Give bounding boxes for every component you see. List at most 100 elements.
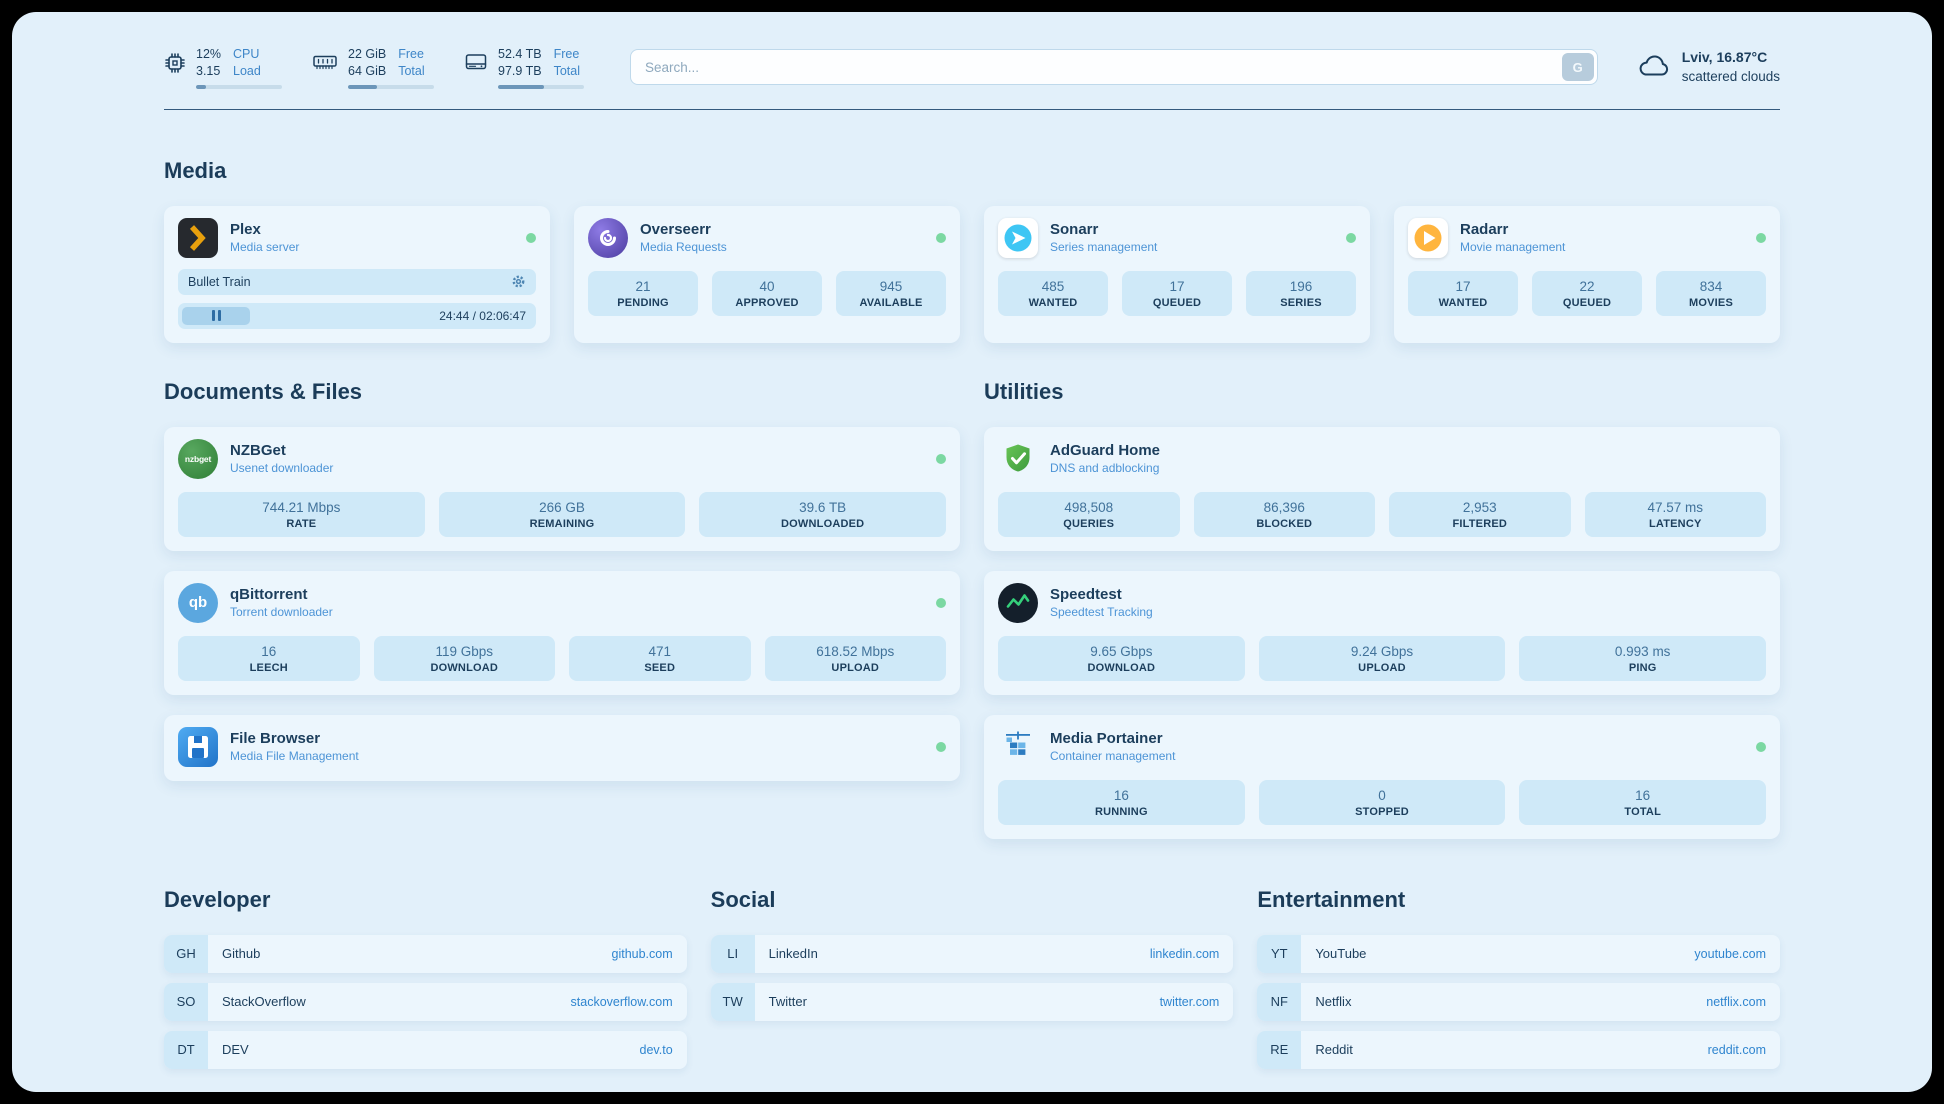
disk-free-value: 52.4 TB (498, 47, 542, 61)
stat-label: SEED (644, 661, 676, 674)
bookmark-dev[interactable]: DT DEV dev.to (164, 1030, 687, 1069)
stat-label: MOVIES (1689, 296, 1733, 309)
stat-label: PENDING (617, 296, 669, 309)
stat-box: 9.65 Gbps DOWNLOAD (998, 635, 1245, 681)
stat-value: 16 (1113, 787, 1129, 803)
service-card-adguard[interactable]: AdGuard Home DNS and adblocking 498,508 … (984, 426, 1780, 551)
stat-value: 485 (1041, 278, 1065, 294)
service-subtitle: Series management (1050, 240, 1158, 255)
weather-location: Lviv, 16.87°C (1681, 49, 1768, 66)
bookmark-url[interactable]: reddit.com (1707, 1042, 1766, 1057)
bookmark-url[interactable]: netflix.com (1706, 994, 1766, 1009)
playback-time: 24:44 / 02:06:47 (439, 308, 526, 323)
stat-value: 16 (261, 643, 277, 659)
section-media: Media Plex Media server (164, 158, 1780, 343)
system-metrics: 12% 3.15 CPU Load (164, 46, 584, 89)
status-online-dot (1756, 232, 1766, 243)
plex-playback-progress[interactable]: 24:44 / 02:06:47 (178, 302, 536, 329)
portainer-icon (998, 727, 1038, 767)
stat-value: 47.57 ms (1647, 499, 1704, 515)
service-card-radarr[interactable]: Radarr Movie management 17 WANTED 22 QUE… (1394, 205, 1780, 343)
service-card-plex[interactable]: Plex Media server Bullet Train (164, 205, 550, 343)
stat-box: 119 Gbps DOWNLOAD (373, 635, 555, 681)
nzbget-icon: nzbget (178, 438, 218, 479)
service-card-speedtest[interactable]: Speedtest Speedtest Tracking 9.65 Gbps D… (984, 570, 1780, 695)
stat-box: 0.993 ms PING (1519, 635, 1767, 681)
stat-value: 17 (1455, 278, 1471, 294)
pause-icon[interactable] (182, 306, 251, 325)
status-online-dot (936, 453, 946, 464)
stat-value: 2,953 (1462, 499, 1497, 515)
bookmark-url[interactable]: github.com (611, 946, 673, 961)
bookmark-abbr: TW (710, 982, 755, 1021)
service-name: AdGuard Home (1050, 442, 1161, 460)
bookmark-url[interactable]: youtube.com (1694, 946, 1766, 961)
plex-now-playing-row: Bullet Train (178, 268, 536, 295)
service-card-overseerr[interactable]: Overseerr Media Requests 21 PENDING 40 A… (574, 205, 960, 343)
service-card-sonarr[interactable]: Sonarr Series management 485 WANTED 17 Q… (984, 205, 1370, 343)
stat-label: LEECH (249, 661, 288, 674)
cpu-usage-value: 12% (196, 47, 222, 61)
stat-value: 22 (1579, 278, 1595, 294)
bookmark-youtube[interactable]: YT YouTube youtube.com (1257, 934, 1780, 973)
service-card-qbittorrent[interactable]: qb qBittorrent Torrent downloader 16 LEE… (164, 570, 960, 695)
stat-label: RATE (286, 517, 317, 530)
gear-icon[interactable] (511, 274, 526, 289)
section-title-social: Social (710, 886, 776, 912)
stat-label: PING (1628, 661, 1657, 674)
stat-box: 945 AVAILABLE (836, 270, 946, 316)
bookmark-twitter[interactable]: TW Twitter twitter.com (710, 982, 1234, 1021)
section-title-media: Media (164, 157, 227, 183)
bookmark-url[interactable]: linkedin.com (1149, 946, 1220, 961)
stat-box: 17 WANTED (1408, 270, 1518, 316)
stat-value: 618.52 Mbps (816, 643, 895, 659)
service-card-nzbget[interactable]: nzbget NZBGet Usenet downloader 744.21 M… (164, 426, 960, 551)
service-subtitle: Media File Management (230, 749, 359, 764)
stat-label: AVAILABLE (859, 296, 923, 309)
stat-label: UPLOAD (831, 661, 880, 674)
radarr-icon (1408, 217, 1448, 258)
stat-box: 744.21 Mbps RATE (178, 491, 425, 537)
stat-box: 0 STOPPED (1258, 779, 1506, 825)
stat-value: 40 (759, 278, 775, 294)
stat-box: 86,396 BLOCKED (1193, 491, 1375, 537)
bookmark-stackoverflow[interactable]: SO StackOverflow stackoverflow.com (164, 982, 687, 1021)
bookmark-github[interactable]: GH Github github.com (164, 934, 687, 973)
service-name: File Browser (230, 730, 321, 748)
stat-box: 22 QUEUED (1532, 270, 1642, 316)
bookmark-url[interactable]: dev.to (639, 1042, 673, 1057)
stat-value: 16 (1635, 787, 1651, 803)
service-card-filebrowser[interactable]: File Browser Media File Management (164, 714, 960, 781)
bookmark-abbr: DT (164, 1030, 208, 1069)
stat-box: 266 GB REMAINING (438, 491, 686, 537)
stat-value: 266 GB (539, 499, 585, 515)
stat-value: 471 (648, 643, 672, 659)
stat-label: DOWNLOADED (781, 517, 865, 530)
search-engine-button[interactable]: G (1561, 53, 1594, 82)
service-subtitle: Torrent downloader (230, 605, 333, 620)
bookmark-linkedin[interactable]: LI LinkedIn linkedin.com (710, 934, 1234, 973)
search-input[interactable] (630, 49, 1598, 86)
stat-label: TOTAL (1624, 805, 1661, 818)
bookmark-name: Reddit (1315, 1042, 1353, 1058)
cpu-metric: 12% 3.15 CPU Load (164, 46, 282, 89)
weather-condition: scattered clouds (1681, 68, 1780, 84)
bookmark-url[interactable]: twitter.com (1159, 994, 1220, 1009)
section-title-documents: Documents & Files (164, 378, 363, 404)
stat-label: FILTERED (1452, 517, 1508, 530)
service-subtitle: Movie management (1460, 240, 1566, 255)
bookmark-url[interactable]: stackoverflow.com (570, 994, 673, 1009)
cloud-icon (1636, 51, 1672, 84)
disk-total-value: 97.9 TB (498, 63, 542, 78)
adguard-icon (998, 439, 1038, 479)
bookmark-netflix[interactable]: NF Netflix netflix.com (1257, 982, 1780, 1021)
service-subtitle: DNS and adblocking (1050, 461, 1160, 476)
ram-label-top: Free (398, 47, 424, 61)
service-card-portainer[interactable]: Media Portainer Container management 16 … (984, 714, 1780, 839)
bookmark-name: Twitter (768, 994, 807, 1010)
section-documents: Documents & Files nzbget NZBGet Usenet d… (164, 379, 960, 839)
stat-label: DOWNLOAD (430, 661, 499, 674)
bookmark-reddit[interactable]: RE Reddit reddit.com (1257, 1030, 1780, 1069)
bookmark-name: StackOverflow (222, 994, 306, 1010)
stat-label: QUEUED (1152, 296, 1202, 309)
